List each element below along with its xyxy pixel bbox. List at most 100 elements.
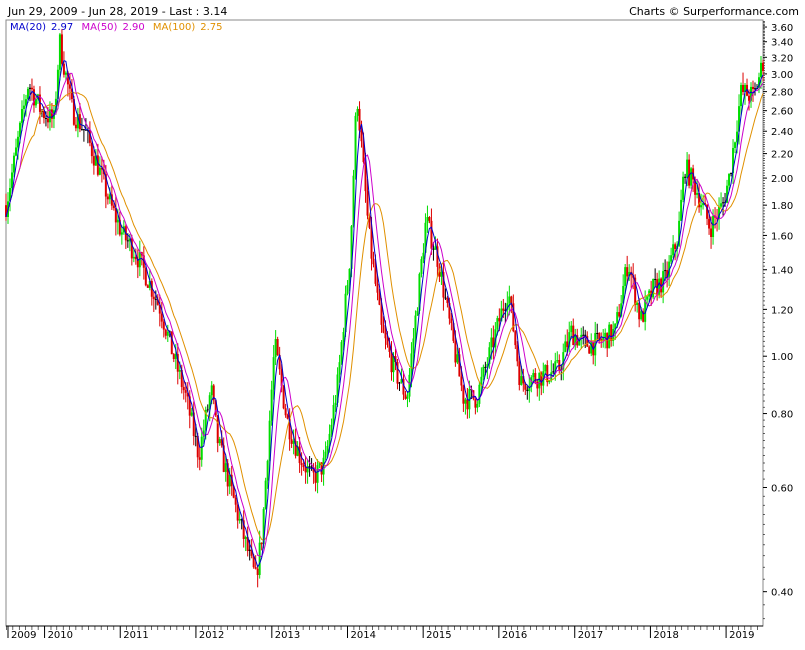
candle-body xyxy=(138,252,141,268)
candle-body xyxy=(526,389,529,392)
candle-body xyxy=(678,220,681,246)
candle-body xyxy=(540,372,543,386)
legend-ma100-label: MA(100) xyxy=(152,22,196,33)
candle-body xyxy=(266,460,269,481)
candle-body xyxy=(636,302,639,305)
y-tick-label: 3.40 xyxy=(771,38,793,49)
candle-body xyxy=(732,147,735,174)
candle-body xyxy=(574,335,577,346)
candle-body xyxy=(230,474,233,487)
candle-body xyxy=(224,463,227,472)
candle-body xyxy=(552,371,555,373)
candle-body xyxy=(510,296,513,304)
candle-body xyxy=(272,357,275,390)
candle-body xyxy=(96,155,99,175)
candle-body xyxy=(382,324,385,333)
candle-body xyxy=(216,415,219,444)
candle-body xyxy=(588,346,591,354)
candle-body xyxy=(398,382,401,384)
candle-body xyxy=(698,192,701,208)
ma100-line xyxy=(5,91,764,541)
candle-body xyxy=(232,486,235,498)
candle-body xyxy=(436,246,439,267)
candle-body xyxy=(478,384,481,404)
candle-body xyxy=(50,109,53,119)
candle-body xyxy=(68,84,71,89)
candle-body xyxy=(282,385,285,409)
candle-body xyxy=(250,549,253,556)
candle-body xyxy=(742,85,745,92)
candle-body xyxy=(8,188,11,202)
candle-body xyxy=(208,395,211,410)
candle-body xyxy=(334,402,337,405)
candle-body xyxy=(176,354,179,372)
candle-body xyxy=(586,336,589,347)
candle-body xyxy=(110,194,113,206)
candle-body xyxy=(5,205,7,217)
candle-body xyxy=(736,131,739,143)
candle-body xyxy=(314,472,317,483)
candle-body xyxy=(72,99,75,125)
candle-body xyxy=(680,199,683,221)
candle-body xyxy=(386,338,389,345)
candle-body xyxy=(590,341,593,354)
candle-body xyxy=(610,324,613,341)
candle-body xyxy=(128,238,131,242)
candle-body xyxy=(294,440,297,456)
candle-body xyxy=(126,240,129,242)
candle-body xyxy=(734,142,737,148)
candle-body xyxy=(482,366,485,377)
candle-body xyxy=(300,463,303,465)
candle-body xyxy=(650,290,653,298)
candle-body xyxy=(594,333,597,356)
candle-body xyxy=(536,381,539,389)
candle-body xyxy=(448,303,451,319)
candle-body xyxy=(106,196,109,200)
candle-body xyxy=(658,278,661,295)
candle-body xyxy=(378,292,381,305)
candle-body xyxy=(332,404,335,425)
candle-body xyxy=(598,333,601,340)
candle-body xyxy=(710,228,713,237)
candle-body xyxy=(748,95,751,101)
y-tick-label: 3.60 xyxy=(771,23,793,34)
candle-body xyxy=(538,372,541,389)
y-tick-label: 0.60 xyxy=(771,483,793,494)
candle-body xyxy=(476,403,479,408)
candle-body xyxy=(290,439,293,444)
candle-body xyxy=(16,136,19,148)
candle-body xyxy=(728,173,731,186)
candle-body xyxy=(326,445,329,452)
candle-body xyxy=(292,440,295,444)
candle-body xyxy=(566,341,569,348)
candle-body xyxy=(690,168,693,186)
candle-body xyxy=(48,109,51,123)
candle-body xyxy=(12,155,15,173)
candle-body xyxy=(24,99,27,106)
candle-body xyxy=(414,315,417,339)
candle-body xyxy=(570,325,573,333)
candle-body xyxy=(618,312,621,317)
x-tick-label: 2015 xyxy=(426,630,451,641)
candle-body xyxy=(508,296,511,304)
candle-body xyxy=(628,271,631,277)
x-tick-label: 2012 xyxy=(199,630,224,641)
candle-body xyxy=(730,173,733,175)
candle-body xyxy=(74,124,77,129)
candle-body xyxy=(740,85,743,107)
candle-body xyxy=(444,297,447,299)
candle-body xyxy=(424,222,427,253)
candle-body xyxy=(418,273,421,311)
candle-body xyxy=(170,331,173,355)
candle-body xyxy=(596,333,599,335)
candle-body xyxy=(228,474,231,487)
candle-body xyxy=(604,332,607,338)
ma20-line xyxy=(5,60,764,568)
y-tick-label: 1.00 xyxy=(771,352,793,363)
candle-body xyxy=(638,302,641,320)
candle-body xyxy=(286,415,289,419)
candle-body xyxy=(18,122,21,137)
candle-body xyxy=(484,366,487,368)
candle-body xyxy=(28,87,31,89)
candle-body xyxy=(758,77,761,89)
